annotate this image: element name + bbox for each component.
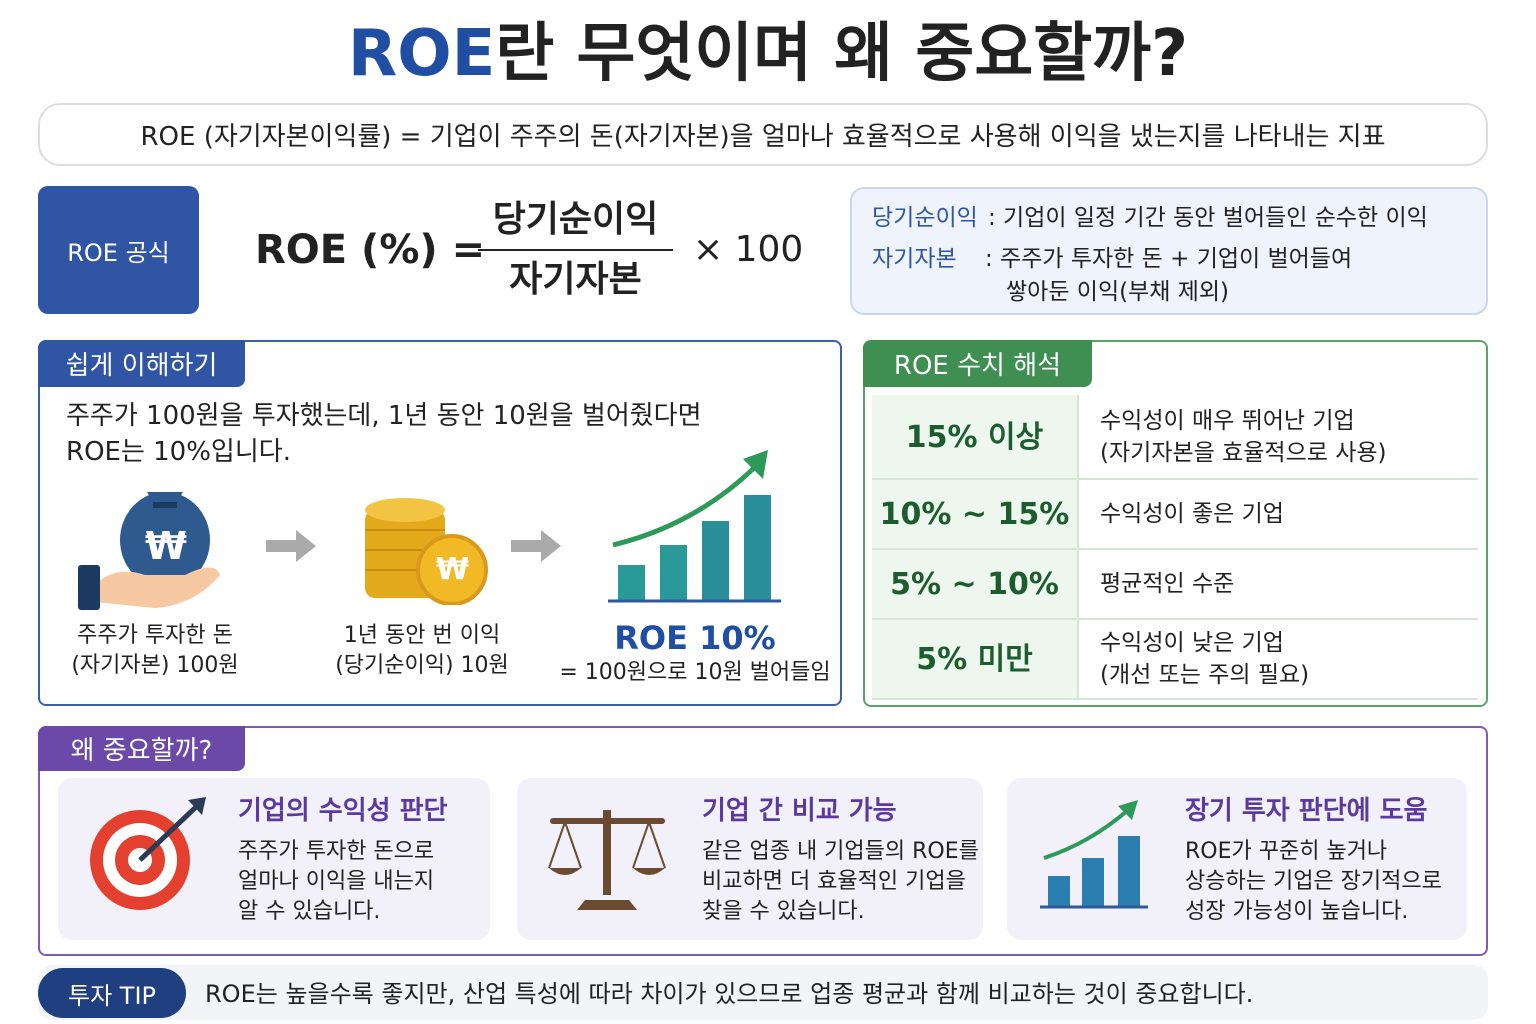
range-desc: 수익성이 낮은 기업	[1100, 630, 1284, 656]
card-body: 알 수 있습니다.	[238, 899, 381, 924]
card-title: 기업 간 비교 가능	[702, 796, 897, 826]
glossary-desc: : 기업이 일정 기간 동안 벌어들인 순수한 이익	[988, 205, 1428, 231]
formula-multiplier: × 100	[693, 229, 804, 270]
glossary-desc: : 주주가 투자한 돈 + 기업이 벌어들여	[985, 246, 1353, 272]
range-text: 5% ~ 10%	[890, 567, 1059, 602]
importance-panel	[38, 726, 1488, 956]
range-cell	[872, 620, 1077, 700]
range-text: 5% 미만	[916, 642, 1033, 677]
growth-icon	[608, 450, 781, 603]
arrow-icon	[266, 530, 316, 562]
card-body: 얼마나 이익을 내는지	[238, 869, 435, 894]
formula-denominator: 자기자본	[509, 259, 642, 300]
formula-numerator: 당기순이익	[492, 199, 659, 240]
easy-panel	[38, 340, 842, 706]
fraction-line	[478, 249, 673, 251]
tip-text: ROE는 높을수록 좋지만, 산업 특성에 따라 차이가 있으므로 업종 평균과…	[205, 980, 1254, 1008]
range-cell	[872, 395, 1077, 480]
desc-cell	[1077, 620, 1478, 700]
card-body: 같은 업종 내 기업들의 ROE를	[702, 839, 979, 864]
importance-badge: 왜 중요할까?	[38, 726, 245, 771]
main-title: ROE란 무엇이며 왜 중요할까?	[0, 22, 1536, 86]
range-desc: (개선 또는 주의 필요)	[1100, 662, 1310, 688]
glossary-desc: 쌓아둔 이익(부채 제외)	[1006, 279, 1230, 305]
definition-box: ROE (자기자본이익률) = 기업이 주주의 돈(자기자본)을 얼마나 효율적…	[38, 103, 1488, 166]
range-text: 10% ~ 15%	[879, 497, 1070, 532]
tip-badge: 투자 TIP	[38, 968, 186, 1018]
easy-intro: 주주가 100원을 투자했는데, 1년 동안 10원을 벌어줬다면	[66, 401, 702, 431]
range-desc: (자기자본을 효율적으로 사용)	[1100, 439, 1387, 466]
range-desc: 수익성이 좋은 기업	[1100, 501, 1284, 527]
card-body: 찾을 수 있습니다.	[702, 899, 865, 924]
range-desc: 수익성이 매우 뛰어난 기업	[1100, 407, 1355, 434]
easy-intro: ROE는 10%입니다.	[66, 437, 291, 467]
money-icon	[78, 492, 220, 610]
glossary-term: 자기자본	[872, 246, 957, 272]
range-cell	[872, 480, 1077, 550]
card-title: 장기 투자 판단에 도움	[1185, 796, 1428, 826]
interp-badge: ROE 수치 해석	[863, 340, 1092, 387]
card-body: ROE가 꾸준히 높거나	[1185, 839, 1388, 864]
desc-cell	[1077, 550, 1478, 620]
range-text: 15% 이상	[905, 419, 1044, 455]
currency-symbol: ₩	[436, 552, 470, 587]
scale-icon	[548, 810, 666, 910]
desc-cell	[1077, 395, 1478, 480]
card-body: 상승하는 기업은 장기적으로	[1185, 869, 1442, 894]
currency-symbol: ₩	[145, 524, 187, 568]
step-label: (당기순이익) 10원	[335, 653, 509, 678]
target-icon	[90, 797, 206, 910]
growth-icon	[1040, 800, 1148, 909]
interp-table: 15% 이상 수익성이 매우 뛰어난 기업 (자기자본을 효율적으로 사용) 10% …	[872, 395, 1478, 700]
card-body: 주주가 투자한 돈으로	[238, 839, 435, 864]
glossary-box	[850, 187, 1488, 315]
card-body: 성장 가능성이 높습니다.	[1185, 899, 1409, 924]
card	[517, 778, 983, 940]
desc-cell	[1077, 480, 1478, 550]
easy-badge: 쉽게 이해하기	[38, 340, 245, 387]
coins-icon	[365, 498, 488, 605]
formula-lhs: ROE (%) =	[255, 227, 486, 273]
step-label: 주주가 투자한 돈	[77, 623, 233, 648]
glossary-term: 당기순이익	[872, 205, 978, 231]
card-title: 기업의 수익성 판단	[238, 796, 448, 826]
tip-bar	[38, 965, 1488, 1020]
interp-panel	[863, 340, 1488, 707]
step-label: = 100원으로 10원 벌어들임	[559, 660, 831, 685]
arrow-icon	[511, 530, 561, 562]
title-rest: 란 무엇이며 왜 중요할까?	[495, 17, 1189, 91]
range-cell	[872, 550, 1077, 620]
step-label: 1년 동안 번 이익	[343, 623, 501, 648]
formula-badge: ROE 공식	[38, 186, 199, 314]
range-desc: 평균적인 수준	[1100, 571, 1235, 597]
definition-text: ROE (자기자본이익률) = 기업이 주주의 돈(자기자본)을 얼마나 효율적…	[140, 122, 1386, 152]
card-body: 비교하면 더 효율적인 기업을	[702, 869, 966, 894]
step-headline: ROE 10%	[614, 619, 776, 657]
step-label: (자기자본) 100원	[71, 653, 239, 678]
title-highlight: ROE	[347, 17, 496, 91]
